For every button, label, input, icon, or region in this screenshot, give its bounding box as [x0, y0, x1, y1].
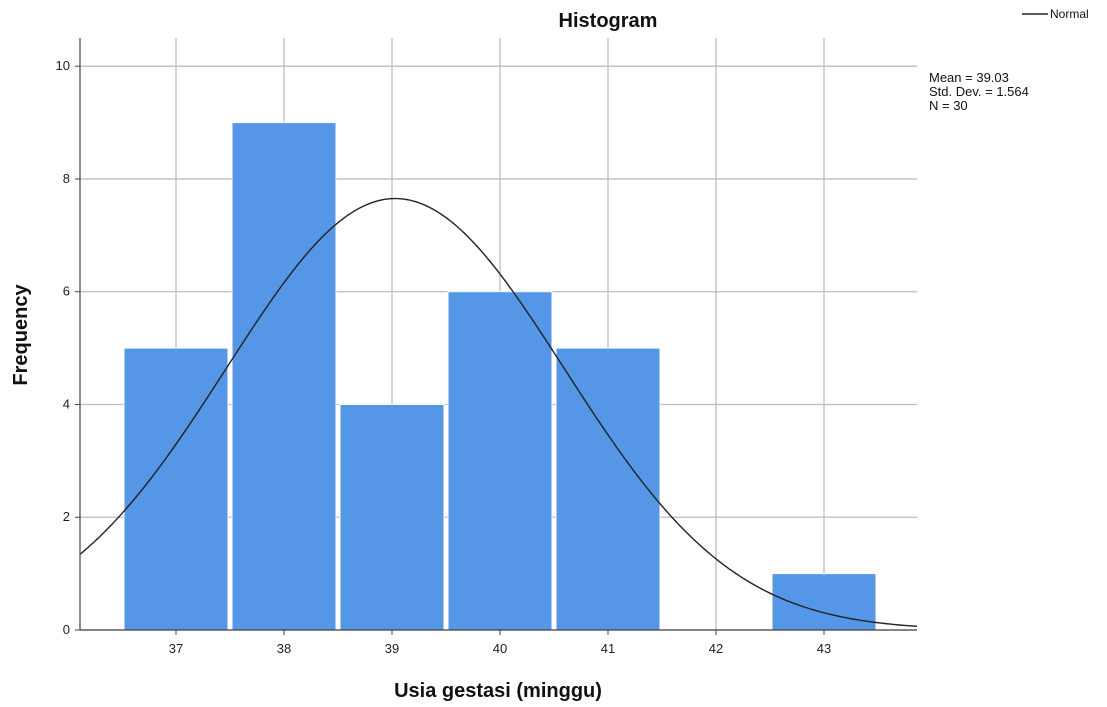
y-tick-label-4: 4	[63, 396, 70, 411]
y-tick-label-6: 6	[63, 284, 70, 299]
x-tick-label-38: 38	[277, 641, 291, 656]
x-tick-label-40: 40	[493, 641, 507, 656]
x-tick-label-37: 37	[169, 641, 183, 656]
y-tick-label-8: 8	[63, 171, 70, 186]
chart-title: Histogram	[559, 10, 658, 32]
stat-n: N = 30	[929, 98, 968, 113]
y-tick-label-2: 2	[63, 509, 70, 524]
bar-37	[123, 347, 229, 631]
x-tick-label-43: 43	[817, 641, 831, 656]
stats-box: Mean = 39.03 Std. Dev. = 1.564 N = 30	[929, 70, 1029, 113]
bar-38	[231, 122, 337, 631]
legend: Normal	[1022, 7, 1089, 21]
bar-40	[447, 291, 553, 631]
y-tick-label-10: 10	[56, 58, 70, 73]
x-tick-labels: 37 38 39 40 41 42 43	[169, 641, 831, 656]
y-tick-label-0: 0	[63, 622, 70, 637]
axes	[75, 38, 917, 635]
y-axis-title: Frequency	[10, 284, 32, 386]
stat-mean: Mean = 39.03	[929, 70, 1009, 85]
y-tick-labels: 0 2 4 6 8 10	[56, 58, 70, 637]
bar-39	[339, 403, 445, 631]
stat-std-dev: Std. Dev. = 1.564	[929, 84, 1029, 99]
x-tick-label-42: 42	[709, 641, 723, 656]
normal-curve	[79, 197, 918, 628]
legend-label-normal: Normal	[1050, 7, 1089, 21]
x-tick-label-39: 39	[385, 641, 399, 656]
x-tick-label-41: 41	[601, 641, 615, 656]
x-axis-title: Usia gestasi (minggu)	[394, 680, 602, 702]
bar-43	[771, 573, 877, 631]
bar-41	[555, 347, 661, 631]
bars	[123, 122, 877, 631]
